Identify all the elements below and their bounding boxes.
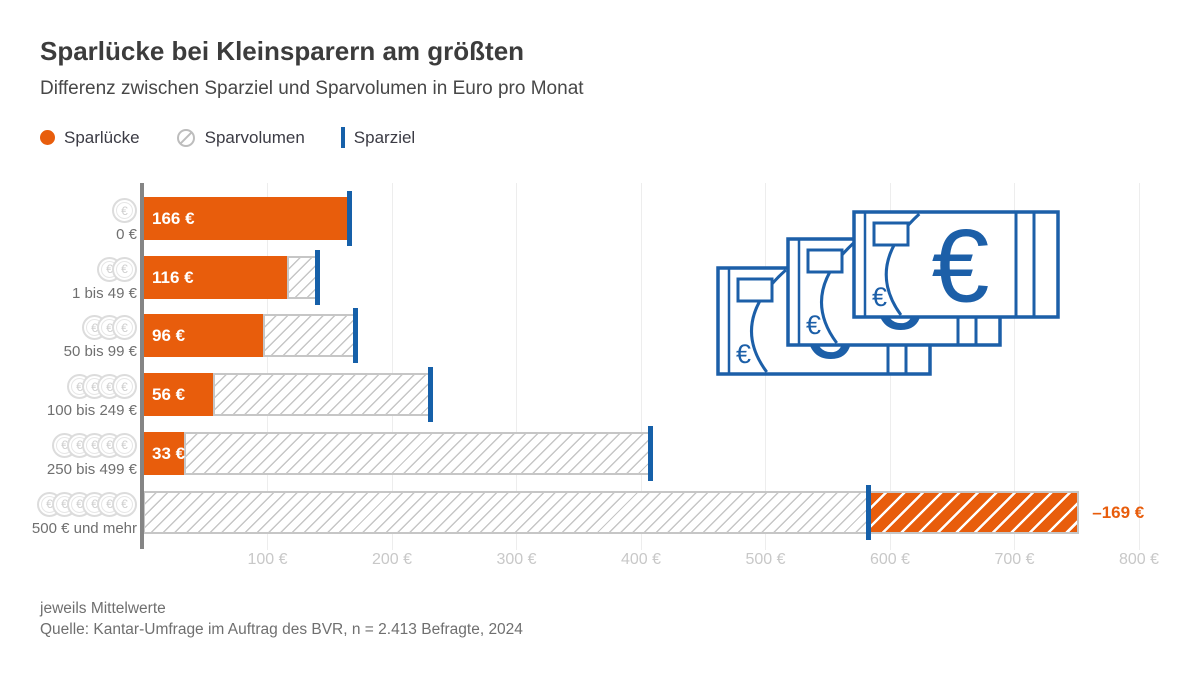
gridline [516,183,517,550]
bar-value-label: 96 € [152,326,186,346]
x-tick-label: 400 € [620,551,662,568]
x-tick-label: 300 € [496,551,537,568]
coin-stack [112,198,137,223]
bar-segment-sparvolumen [184,431,651,475]
svg-text:€: € [932,208,990,324]
bar-segment-sparvolumen [212,373,431,417]
gridline [391,183,393,550]
footnote: jeweils Mittelwerte [40,600,166,617]
bar-value-label: 116 € [152,267,194,287]
legend-label-sparluecke: Sparlücke [64,127,140,147]
euro-coin-icon [112,198,137,223]
euro-coin-icon [112,491,137,517]
subtitle: Differenz zwischen Sparziel und Sparvolu… [40,78,584,99]
gridline [1014,183,1015,550]
coin-stack [47,432,137,458]
source-note: Quelle: Kantar-Umfrage im Auftrag des BV… [40,621,523,638]
category-row: 0 € [112,198,137,243]
hatched-circle-icon [176,128,195,147]
bar-row: –169 € [143,490,1144,534]
svg-text:€: € [872,282,887,312]
bar-value-label: 166 € [152,209,195,228]
legend-item-sparziel: Sparziel [340,127,416,148]
bar-value-label: 33 € [152,443,186,463]
category-label: 0 € [116,226,137,243]
bar-segment-sparluecke [143,255,288,299]
x-tick-label: 200 € [371,551,413,568]
bar-segment-sparvolumen [287,255,318,299]
x-tick-label: 700 € [994,551,1035,568]
category-label: 500 € und mehr [31,519,137,537]
bar-segment-sparvolumen [262,314,356,358]
coin-stack [47,374,137,400]
gridline [267,183,268,550]
x-tick-label: 500 € [745,551,786,568]
bar-segment-sparluecke [143,373,213,417]
bar-segment-sparluecke [143,314,263,358]
bar-row: 56 € [143,373,1139,417]
bar-row: 116 € [143,255,1139,299]
category-label: 250 bis 499 € [46,460,137,478]
sparziel-marker [353,308,359,364]
category-row: 250 bis 499 € [46,432,137,478]
category-axis: 0 € 1 bis 49 € 50 bis 99 € 100 bis 249 € 250… [0,183,137,550]
sparziel-marker [648,425,654,481]
x-tick-label: 800 € [1118,551,1160,568]
legend-item-sparvolumen: Sparvolumen [176,128,305,148]
category-row: 50 bis 99 € [64,315,137,360]
category-row: 500 € und mehr [31,491,137,537]
bar-row: 166 € [143,197,1139,240]
category-row: 1 bis 49 € [71,256,137,302]
y-axis-line [140,183,144,549]
x-tick-label: 100 € [247,551,288,568]
coin-stack [32,491,137,517]
gridline [1138,183,1140,550]
euro-coin-icon [112,432,137,458]
svg-text:€: € [736,339,751,369]
sparziel-marker [347,191,353,246]
page-title: Sparlücke bei Kleinsparern am größten [40,36,525,66]
x-tick-label: 600 € [869,551,911,568]
sparziel-marker [314,249,320,305]
euro-coin-icon [112,315,137,341]
gridline [640,183,642,550]
category-label: 1 bis 49 € [71,284,137,302]
bar-segment-sparluecke [143,431,185,475]
legend: Sparlücke Sparvolumen Sparziel [40,127,415,148]
coin-stack [72,256,137,282]
orange-dot-icon [40,130,55,145]
bar-value-label: 56 € [152,385,186,405]
bar-row: 33 € [143,431,1139,475]
bar-segment-sparluecke [143,197,350,240]
sparziel-marker [428,367,434,423]
euro-banknotes-illustration: €€€€€€ [716,208,1060,379]
blue-line-icon [340,127,345,148]
banknote-icon: €€ [852,208,1060,324]
category-label: 100 bis 249 € [46,402,137,420]
euro-coin-icon [112,374,137,400]
coin-stack [64,315,137,341]
bar-value-label: –169 € [1092,502,1145,522]
category-label: 50 bis 99 € [63,343,137,361]
category-row: 100 bis 249 € [47,374,137,419]
bar-segment-overshoot [868,490,1080,534]
svg-text:€: € [806,310,821,340]
euro-coin-icon [112,256,137,282]
legend-label-sparvolumen: Sparvolumen [204,127,305,147]
bar-segment-sparvolumen [143,490,869,534]
sparziel-marker [866,484,872,540]
legend-label-sparziel: Sparziel [353,127,416,147]
legend-item-sparluecke: Sparlücke [40,128,140,148]
euro-coin-icon [82,432,107,458]
